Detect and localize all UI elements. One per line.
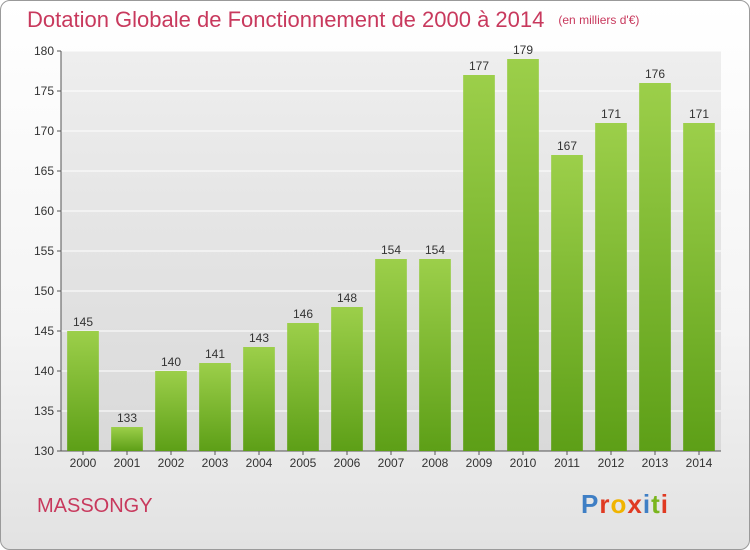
y-tick-label: 170 [34,124,54,138]
brand-letter: o [610,489,628,519]
x-tick-label: 2003 [202,456,229,470]
y-tick-label: 175 [34,84,54,98]
bar [331,307,363,451]
bar [683,123,715,451]
y-tick-label: 160 [34,204,54,218]
bar [287,323,319,451]
bar-value-label: 133 [117,411,137,425]
bar-value-label: 167 [557,139,577,153]
brand-letter: t [651,489,661,519]
bar [111,427,143,451]
bar [595,123,627,451]
bar-value-label: 179 [513,43,533,57]
bar-value-label: 141 [205,347,225,361]
bar-value-label: 143 [249,331,269,345]
bar [419,259,451,451]
bar [507,59,539,451]
x-tick-label: 2014 [686,456,713,470]
chart-unit: (en milliers d'€) [558,13,640,27]
x-tick-label: 2013 [642,456,669,470]
proxiti-logo: Proxiti [581,489,669,520]
x-tick-label: 2011 [554,456,580,470]
bar [375,259,407,451]
y-tick-label: 130 [34,444,54,458]
chart-title-text: Dotation Globale de Fonctionnement de 20… [27,7,545,32]
bar [463,75,495,451]
bar-value-label: 140 [161,355,181,369]
x-tick-label: 2006 [334,456,361,470]
y-tick-label: 150 [34,284,54,298]
bar [551,155,583,451]
x-tick-label: 2004 [246,456,273,470]
bar-value-label: 171 [689,107,709,121]
x-tick-label: 2000 [70,456,97,470]
bar [199,363,231,451]
commune-name: MASSONGY [37,495,153,517]
x-tick-label: 2008 [422,456,449,470]
x-tick-label: 2009 [466,456,493,470]
bar [155,371,187,451]
bar-value-label: 146 [293,307,313,321]
bar-value-label: 177 [469,59,489,73]
x-tick-label: 2007 [378,456,405,470]
y-tick-label: 155 [34,244,54,258]
bar-value-label: 145 [73,315,93,329]
bar [639,83,671,451]
brand-letter: x [627,489,643,519]
y-tick-label: 180 [34,44,54,58]
bar [67,331,99,451]
chart-title: Dotation Globale de Fonctionnement de 20… [27,7,639,33]
bar-value-label: 148 [337,291,357,305]
bar [243,347,275,451]
bar-value-label: 154 [425,243,445,257]
brand-letter: r [599,489,611,519]
brand-letter: i [660,489,669,519]
y-tick-label: 145 [34,324,54,338]
y-tick-label: 165 [34,164,54,178]
x-tick-label: 2001 [114,456,141,470]
bar-value-label: 171 [601,107,621,121]
x-tick-label: 2012 [598,456,625,470]
y-tick-label: 135 [34,404,54,418]
brand-letter: i [642,489,652,519]
brand-letter: P [581,489,600,519]
x-tick-label: 2010 [510,456,537,470]
y-tick-label: 140 [34,364,54,378]
bar-value-label: 154 [381,243,401,257]
bar-value-label: 176 [645,67,665,81]
x-tick-label: 2005 [290,456,317,470]
x-tick-label: 2002 [158,456,185,470]
